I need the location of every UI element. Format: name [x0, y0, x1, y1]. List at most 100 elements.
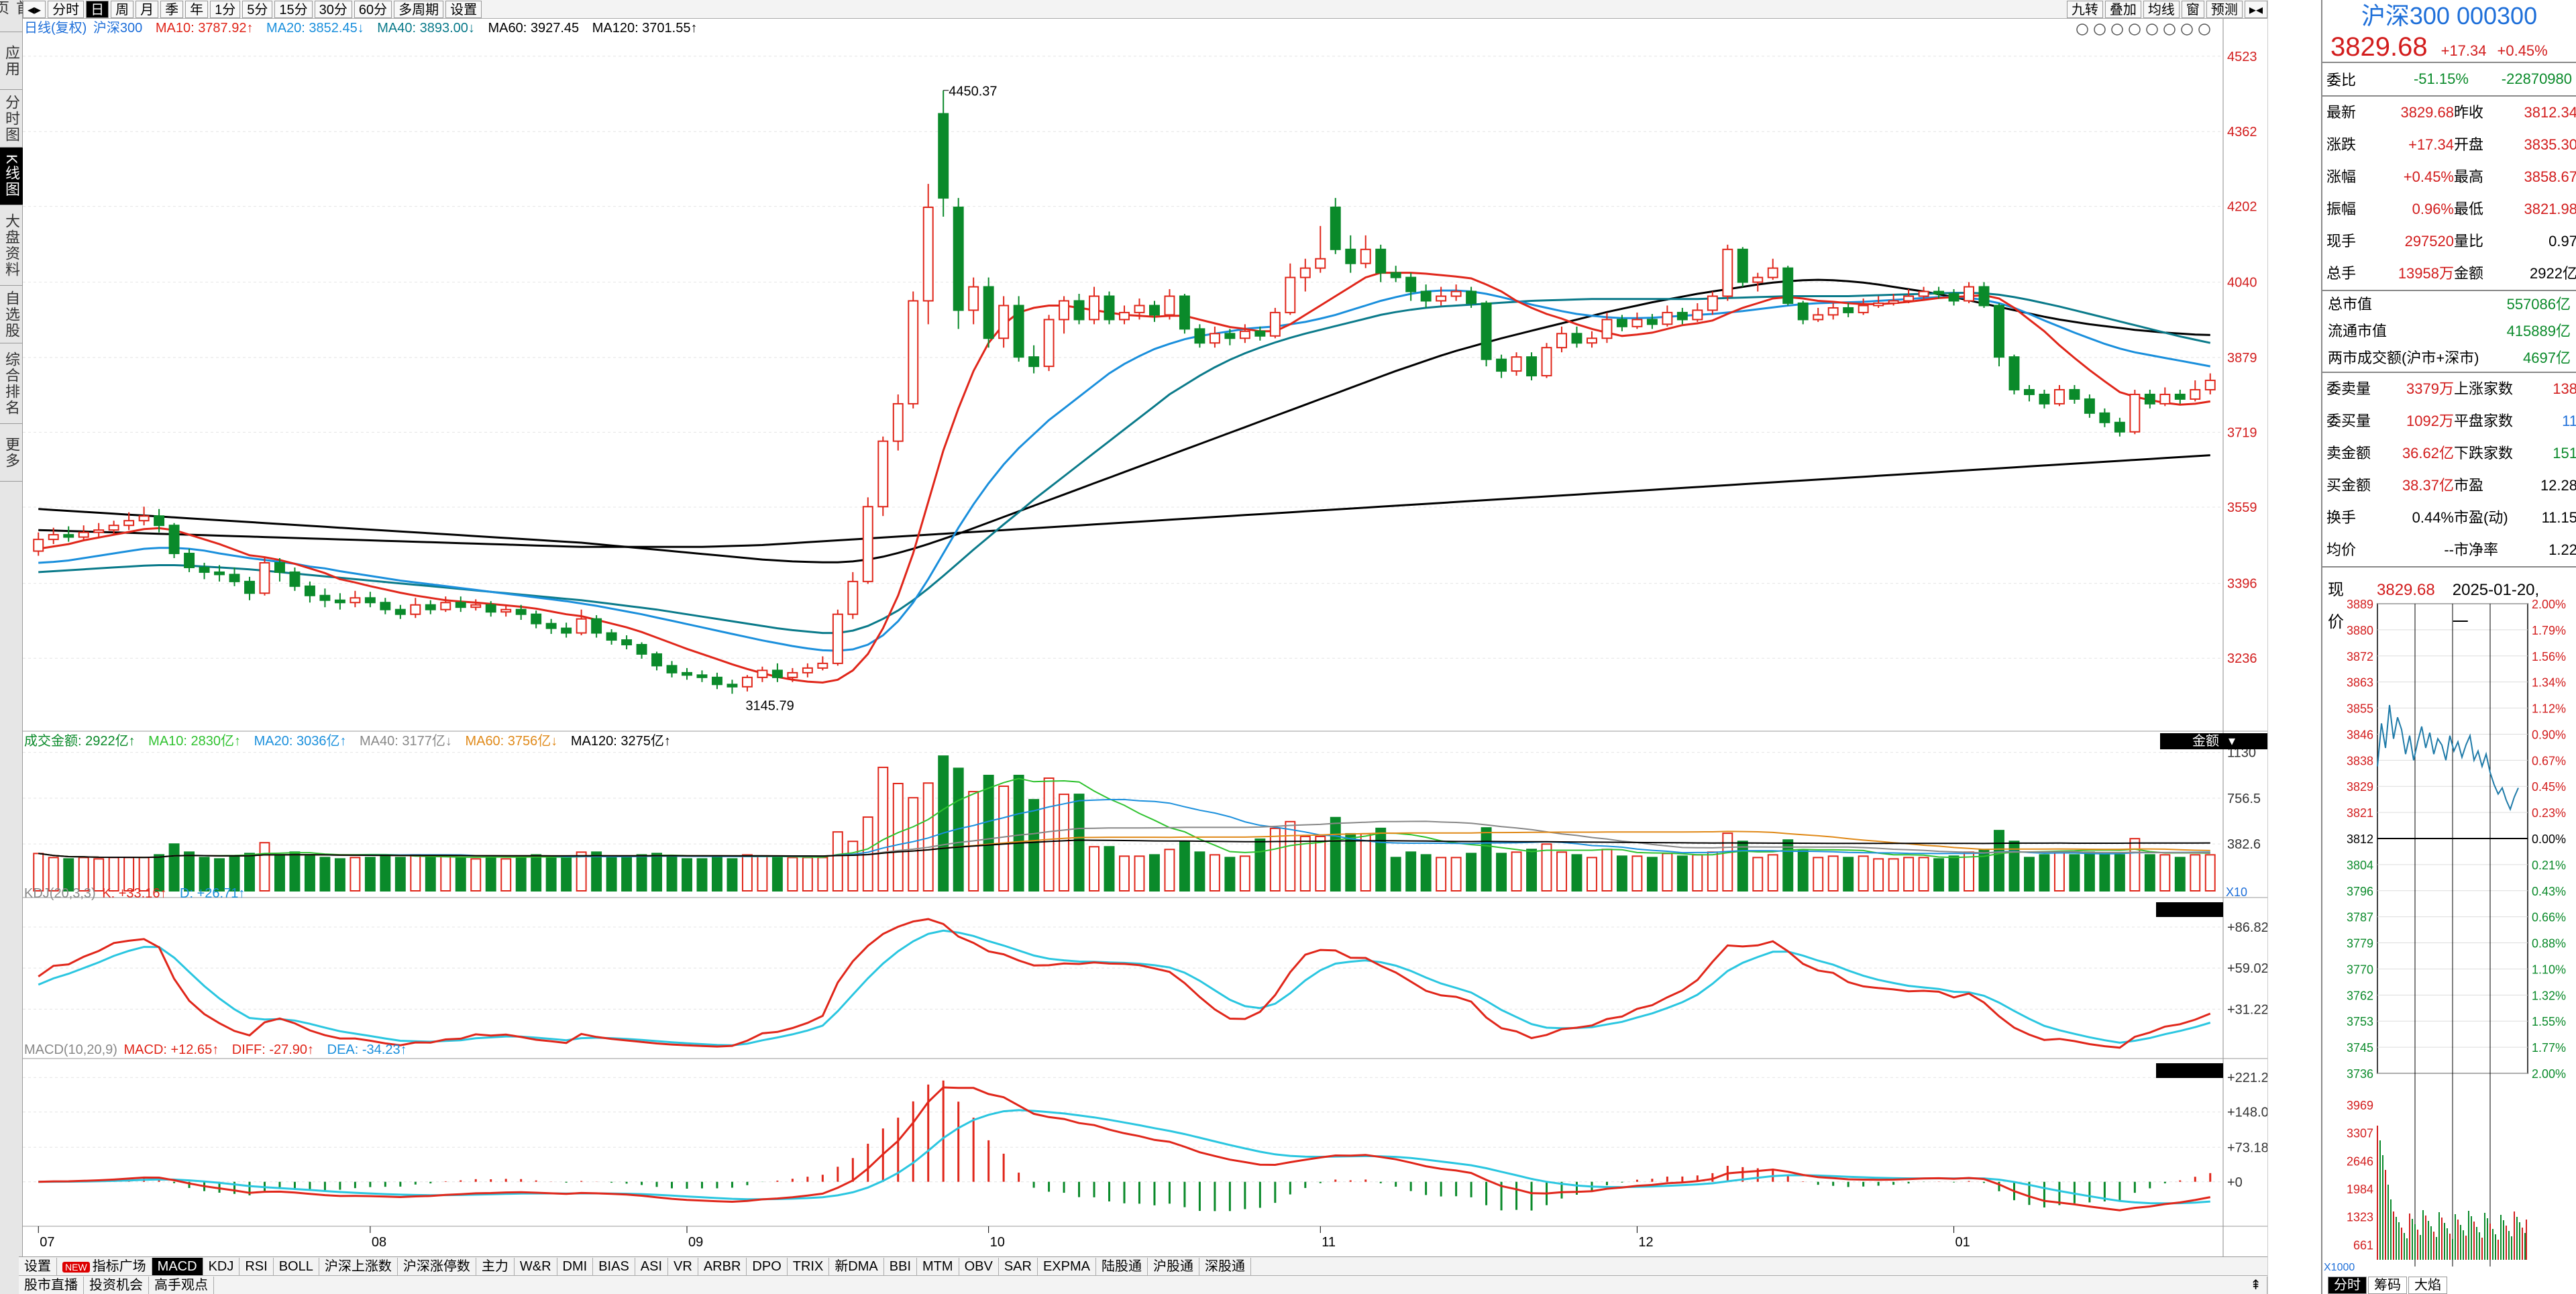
nav-item-1[interactable]: 应用	[0, 32, 23, 90]
indicator-tab-14[interactable]: ARBR	[698, 1257, 747, 1275]
period-0[interactable]: 分时	[48, 0, 85, 18]
side-tab-2[interactable]: 大焰	[2408, 1277, 2447, 1294]
mv-value: 4697亿	[2523, 349, 2571, 366]
footer-tab-0[interactable]: 股市直播	[19, 1276, 84, 1294]
quote-cell-4-0: 现手	[2326, 233, 2357, 250]
indicator-tab-25[interactable]: 深股通	[1199, 1257, 1251, 1275]
indicator-tab-17[interactable]: 新DMA	[829, 1257, 884, 1275]
period-6[interactable]: 1分	[210, 0, 241, 18]
kdj-name[interactable]: KDJ(20,3,3)	[24, 886, 96, 901]
tool-0[interactable]: 九转	[2066, 0, 2103, 18]
candle	[1285, 276, 1296, 313]
nav-item-0[interactable]: 首页	[0, 0, 31, 32]
stock-title[interactable]: 沪深300 000300	[2361, 2, 2538, 30]
volume-bar	[1692, 854, 1703, 892]
indicator-tab-2[interactable]: MACD	[152, 1257, 203, 1275]
x-label-6: 01	[1955, 1235, 1970, 1250]
volume-bar	[1676, 855, 1688, 892]
indicator-tab-12[interactable]: ASI	[635, 1257, 669, 1275]
indicator-tab-19[interactable]: MTM	[917, 1257, 959, 1275]
indicator-tab-20[interactable]: OBV	[959, 1257, 999, 1275]
indicator-tab-7[interactable]: 沪深涨停数	[398, 1257, 476, 1275]
footer-tab-2[interactable]: 高手观点	[149, 1276, 214, 1294]
indicator-tab-13[interactable]: VR	[668, 1257, 698, 1275]
period-5[interactable]: 年	[185, 0, 209, 18]
now-label: 现价	[2328, 581, 2344, 631]
nav-item-2[interactable]: 分时图	[0, 90, 23, 148]
mini-pct-tick: 1.79%	[2532, 624, 2566, 637]
nav-item-5[interactable]: 自选股	[0, 286, 23, 343]
candle	[832, 613, 843, 664]
indicator-tab-6[interactable]: 沪深上涨数	[319, 1257, 398, 1275]
volume-bar	[455, 857, 466, 892]
indicator-tab-15[interactable]: DPO	[747, 1257, 788, 1275]
period-4[interactable]: 季	[160, 0, 184, 18]
indicator-tab-label: SAR	[1004, 1258, 1032, 1274]
market-value-list: 总市值 557086亿 流通市值 415889亿 两市成交额(沪市+深市) 4697亿	[2322, 291, 2576, 372]
indicator-tab-10[interactable]: DMI	[557, 1257, 594, 1275]
tool-4[interactable]: 预测	[2206, 0, 2243, 18]
period-3[interactable]: 月	[136, 0, 159, 18]
candle	[1858, 305, 1869, 313]
period-10[interactable]: 60分	[354, 0, 392, 18]
footer-tab-1[interactable]: 投资机会	[84, 1276, 149, 1294]
candle	[364, 597, 376, 604]
candle	[1978, 286, 1990, 307]
side-tab-1[interactable]: 筹码	[2368, 1277, 2407, 1294]
indicator-tab-18[interactable]: BBI	[884, 1257, 918, 1275]
indicator-tab-9[interactable]: W&R	[515, 1257, 557, 1275]
indicator-tab-11[interactable]: BIAS	[593, 1257, 635, 1275]
tool-3[interactable]: 窗	[2181, 0, 2204, 18]
breadth-cell-3-3: 12.28	[2540, 477, 2576, 494]
indicator-tab-21[interactable]: SAR	[999, 1257, 1038, 1275]
scroll-top-button[interactable]: ⇞	[2245, 1276, 2267, 1294]
indicator-tab-22[interactable]: EXPMA	[1038, 1257, 1096, 1275]
intraday-mini-chart[interactable]: 3889 2.00% 3880 1.79% 3872 1.56% 3863 1.34% 3855…	[2321, 596, 2576, 1273]
indicator-tab-16[interactable]: TRIX	[788, 1257, 830, 1275]
period-12[interactable]: 设置	[445, 0, 482, 18]
nav-item-7[interactable]: 更多	[0, 424, 23, 482]
volume-bar	[1662, 853, 1673, 892]
indicator-tab-24[interactable]: 沪股通	[1148, 1257, 1199, 1275]
indicator-tab-4[interactable]: RSI	[239, 1257, 274, 1275]
volume-bar	[1345, 832, 1356, 892]
indicator-tab-0[interactable]: 设置	[19, 1257, 57, 1275]
indicator-tab-5[interactable]: BOLL	[274, 1257, 319, 1275]
indicator-tab-1[interactable]: NEW 指标广场	[57, 1257, 152, 1275]
period-9[interactable]: 30分	[314, 0, 352, 18]
indicator-tab-label: 指标广场	[92, 1258, 146, 1274]
collapse-button[interactable]: ◂▸	[23, 0, 46, 18]
quote-cell-3-2: 最低	[2454, 201, 2484, 217]
period-2[interactable]: 周	[111, 0, 134, 18]
candle	[485, 604, 496, 613]
tool-2[interactable]: 均线	[2143, 0, 2180, 18]
macd-name[interactable]: MACD(10,20,9)	[24, 1042, 117, 1057]
period-11[interactable]: 多周期	[394, 0, 444, 18]
quote-cell-0-1: 3829.68	[2400, 104, 2454, 121]
macd-dea-value: DEA: -34.23↑	[327, 1042, 407, 1057]
volume-bar	[78, 857, 89, 892]
candle	[1315, 258, 1326, 269]
quote-cell-5-1: 13958万	[2398, 265, 2454, 282]
kline-chart[interactable]: 4523 4362 4202 4040 3879 3719 3559 3396 3236 4450…	[23, 19, 2267, 1256]
side-tab-0[interactable]: 分时	[2328, 1277, 2367, 1294]
indicator-tab-8[interactable]: 主力	[476, 1257, 515, 1275]
indicator-tab-3[interactable]: KDJ	[203, 1257, 240, 1275]
candle	[817, 662, 828, 669]
plus-circle-icon	[2181, 23, 2193, 36]
nav-item-4[interactable]: 大盘资料	[0, 205, 23, 286]
candle	[666, 665, 678, 673]
period-7[interactable]: 5分	[242, 0, 273, 18]
candle	[1918, 290, 1929, 297]
nav-item-3[interactable]: K线图	[0, 148, 23, 205]
period-1[interactable]: 日	[86, 0, 109, 18]
kline-type[interactable]: 日线(复权)	[24, 21, 87, 36]
mini-vol-tick: 3969	[2347, 1099, 2373, 1112]
amount-dropdown[interactable]: 金额 ▾	[2160, 733, 2267, 749]
quote-cell-3-3: 3821.98	[2524, 201, 2576, 217]
period-8[interactable]: 15分	[274, 0, 313, 18]
nav-item-6[interactable]: 综合排名	[0, 343, 23, 424]
indicator-tab-23[interactable]: 陆股通	[1096, 1257, 1148, 1275]
expand-button[interactable]: ▸◂	[2244, 0, 2267, 18]
tool-1[interactable]: 叠加	[2104, 0, 2141, 18]
